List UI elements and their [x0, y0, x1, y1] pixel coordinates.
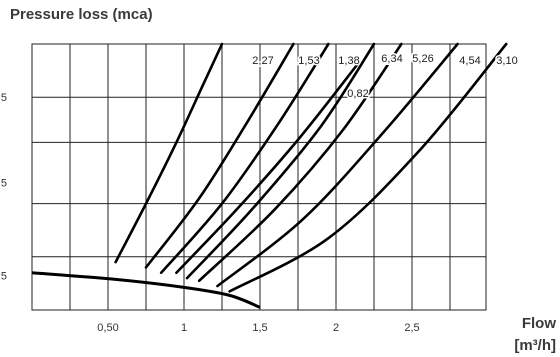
series-label: 6,34 — [381, 53, 402, 65]
series-line-2 — [144, 42, 295, 269]
series-label: 2,27 — [252, 55, 273, 67]
y-tick-label: 5 — [1, 270, 7, 282]
x-axis-title-line-2: [m³/h] — [514, 337, 556, 354]
series-label: 4,54 — [459, 55, 480, 67]
series-line-6 — [197, 42, 403, 283]
x-tick-label: 0,50 — [97, 322, 118, 334]
series-line-8 — [228, 42, 508, 293]
x-tick-label: 1,5 — [252, 322, 267, 334]
series-line-7 — [216, 42, 459, 288]
series-line-5 — [185, 42, 376, 280]
series-label: 3,10 — [496, 55, 517, 67]
series-line-1 — [114, 42, 224, 264]
x-tick-label: 2 — [333, 322, 339, 334]
series-label: 1,53 — [298, 55, 319, 67]
plot-frame — [31, 43, 487, 311]
series-label: 1,38 — [338, 55, 359, 67]
series-line-3 — [159, 42, 330, 275]
x-axis-title: Flow [m³/h] — [514, 313, 556, 357]
x-tick-label: 1 — [181, 322, 187, 334]
chart-title: Pressure loss (mca) — [10, 6, 153, 23]
envelope-line — [31, 271, 261, 309]
series-label: 5,26 — [412, 53, 433, 65]
x-axis-title-line-1: Flow — [521, 315, 556, 332]
x-tick-label: 2,5 — [404, 322, 419, 334]
y-tick-label: 5 — [1, 177, 7, 189]
series-label: 0,82 — [347, 88, 368, 100]
y-tick-label: 5 — [1, 92, 7, 104]
series-line-4 — [175, 61, 361, 275]
